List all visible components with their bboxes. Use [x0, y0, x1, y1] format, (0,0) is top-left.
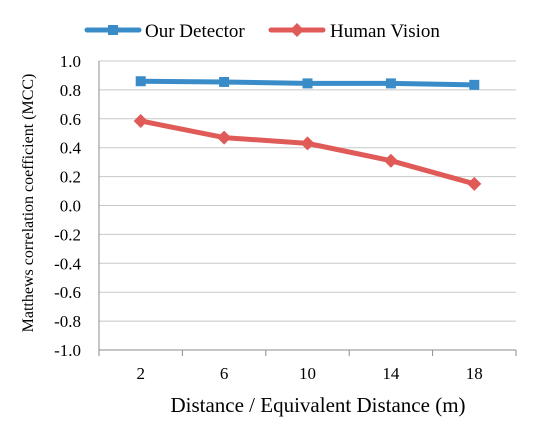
y-tick-label: -0.8 — [54, 312, 81, 331]
x-tick-label: 10 — [299, 364, 316, 383]
data-point — [385, 78, 396, 89]
x-tick-label: 18 — [466, 364, 483, 383]
y-tick-label: 0.6 — [60, 110, 81, 129]
axes — [98, 61, 517, 356]
y-tick-label: -0.2 — [54, 225, 81, 244]
legend-item-2: Human Vision — [268, 21, 440, 42]
series — [133, 76, 482, 191]
legend-swatch-marker — [290, 23, 304, 37]
y-tick-label: 1.0 — [60, 52, 81, 71]
series-line — [138, 118, 477, 187]
data-point — [469, 79, 480, 90]
legend-label: Our Detector — [145, 21, 245, 42]
y-tick-label: 0.8 — [60, 81, 81, 100]
y-axis-title: Matthews correlation coefficient (MCC) — [20, 74, 37, 333]
y-tick-label: -0.4 — [54, 254, 81, 273]
series-1 — [135, 76, 480, 90]
x-tick-label: 2 — [136, 364, 145, 383]
data-point — [217, 130, 232, 145]
data-point — [467, 176, 482, 191]
x-tick-label: 14 — [382, 364, 400, 383]
data-point — [383, 153, 398, 168]
x-tick-labels: 2 6 10 14 18 — [136, 364, 482, 383]
y-tick-label: 0.2 — [60, 168, 81, 187]
legend-label: Human Vision — [330, 21, 440, 42]
legend-swatch-marker — [108, 25, 118, 35]
data-point — [219, 76, 230, 87]
y-tick-labels: -1.0 -0.8 -0.6 -0.4 -0.2 0.0 0.2 0.4 0.6 0.8 1.0 — [54, 52, 81, 360]
data-point — [133, 113, 148, 128]
data-point — [300, 136, 315, 151]
gridlines — [99, 60, 516, 351]
x-tick-label: 6 — [220, 364, 229, 383]
y-tick-label: 0.4 — [60, 139, 82, 158]
y-tick-label: 0.0 — [60, 197, 81, 216]
x-axis-title: Distance / Equivalent Distance (m) — [170, 393, 465, 417]
data-point — [302, 78, 313, 89]
series-2 — [133, 113, 482, 191]
y-tick-label: -0.6 — [54, 283, 81, 302]
legend-item-1: Our Detector — [84, 21, 245, 42]
legend: Our Detector Human Vision — [84, 21, 440, 42]
data-point — [135, 76, 146, 87]
y-tick-label: -1.0 — [54, 341, 81, 360]
